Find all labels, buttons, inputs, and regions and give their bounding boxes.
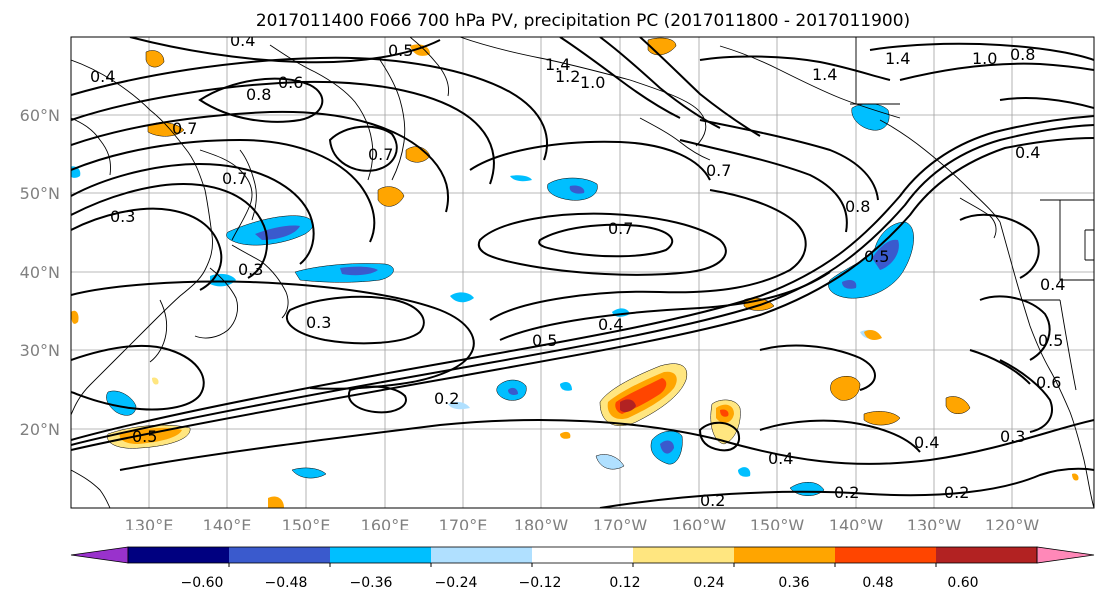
lon-label: 130°W [907, 516, 962, 530]
colorbar-swatch [633, 547, 735, 563]
contour-label: 0.5 [132, 427, 157, 446]
precipitation-shading [71, 37, 1079, 508]
contour-label: 0.8 [1010, 45, 1035, 64]
contour-label: 0.4 [1040, 275, 1065, 294]
lat-label: 40°N [20, 263, 60, 282]
contour-label: 0.6 [278, 73, 303, 92]
lon-label: 180°W [514, 516, 569, 530]
contour-label: 0.3 [110, 207, 135, 226]
map-title: 2017011400 F066 700 hPa PV, precipitatio… [256, 11, 910, 31]
map-area: 0.4 0.5 1.4 1.2 1.0 1.4 1.4 1.0 0.8 0.4 … [71, 31, 1094, 510]
contour-label: 0.2 [700, 491, 725, 510]
map-frame [70, 36, 1095, 509]
contour-label: 1.0 [580, 73, 605, 92]
contour-label: 0.4 [768, 449, 793, 468]
lon-label: 170°W [593, 516, 648, 530]
colorbar-extend-max [1036, 546, 1095, 564]
colorbar-tick-labels: −0.60 −0.48 −0.36 −0.24 −0.12 0.12 0.24 … [181, 575, 979, 591]
lon-label: 140°E [203, 516, 252, 530]
lon-label: 160°E [361, 516, 410, 530]
contour-label: 0.2 [944, 483, 969, 502]
contour-label: 0.8 [246, 85, 271, 104]
contour-labels: 0.4 0.5 1.4 1.2 1.0 1.4 1.4 1.0 0.8 0.4 … [90, 31, 1065, 510]
lon-label: 170°E [439, 516, 488, 530]
contour-label: 0.5 [864, 247, 889, 266]
lat-label: 20°N [20, 420, 60, 439]
colorbar-extend-min [70, 546, 129, 564]
lon-label: 140°W [829, 516, 884, 530]
contour-label: 0.7 [222, 169, 247, 188]
colorbar-tick-label: 0.36 [778, 575, 809, 591]
contour-label: 0.3 [306, 313, 331, 332]
lon-label: 120°W [985, 516, 1040, 530]
colorbar-swatch [128, 547, 230, 563]
colorbar-swatch [532, 547, 634, 563]
colorbar-frame [127, 546, 1038, 564]
lat-label: 50°N [20, 184, 60, 203]
colorbar-swatch [734, 547, 836, 563]
contour-label: 0.3 [1000, 427, 1025, 446]
contour-label: 0.5 [388, 41, 413, 60]
contour-label: 0.2 [434, 389, 459, 408]
contour-label: 0.5 [532, 331, 557, 350]
colorbar-swatch [835, 547, 937, 563]
colorbar-swatch [936, 547, 1038, 563]
lon-label: 130°E [125, 516, 174, 530]
map-panel: 2017011400 F066 700 hPa PV, precipitatio… [20, 11, 1095, 530]
latitude-labels: 60°N 50°N 40°N 30°N 20°N [20, 106, 60, 439]
contour-label: 0.4 [230, 31, 255, 50]
colorbar-swatch [229, 547, 331, 563]
contour-label: 0.5 [1038, 331, 1063, 350]
colorbar-swatch [431, 547, 533, 563]
contour-label: 0.2 [834, 483, 859, 502]
contour-label: 0.6 [1036, 373, 1061, 392]
colorbar-swatch [330, 547, 432, 563]
contour-label: 1.2 [555, 67, 580, 86]
contour-label: 1.4 [885, 49, 910, 68]
colorbar-tick-label: −0.60 [181, 575, 224, 591]
contour-label: 0.4 [598, 315, 623, 334]
pv-contours [71, 37, 1094, 508]
coastlines [71, 37, 1094, 508]
colorbar-tick-label: −0.36 [350, 575, 393, 591]
colorbar-tick-label: 0.48 [862, 575, 893, 591]
contour-label: 0.4 [1015, 143, 1040, 162]
colorbar-swatches [70, 546, 1095, 567]
colorbar-tick-label: 0.24 [693, 575, 724, 591]
contour-label: 0.7 [706, 161, 731, 180]
contour-label: 0.3 [238, 260, 263, 279]
contour-label: 1.4 [545, 55, 570, 74]
contour-label: 0.7 [608, 219, 633, 238]
lon-label: 160°W [672, 516, 727, 530]
colorbar-tick-label: 0.12 [609, 575, 640, 591]
contour-label: 1.4 [812, 65, 837, 84]
colorbar-tick-label: −0.12 [519, 575, 562, 591]
colorbar-tick-label: 0.60 [947, 575, 978, 591]
contour-label: 0.4 [914, 433, 939, 452]
colorbar-tick-label: −0.48 [265, 575, 308, 591]
lat-label: 60°N [20, 106, 60, 125]
contour-label: 0.7 [172, 119, 197, 138]
longitude-labels: 130°E 140°E 150°E 160°E 170°E 180°W 170°… [125, 516, 1040, 530]
contour-label: 0.8 [845, 197, 870, 216]
lon-label: 150°E [282, 516, 331, 530]
lat-label: 30°N [20, 341, 60, 360]
lon-label: 150°W [750, 516, 805, 530]
colorbar-tick-label: −0.24 [435, 575, 478, 591]
contour-label: 0.7 [368, 145, 393, 164]
contour-label: 0.4 [90, 67, 115, 86]
contour-label: 1.0 [972, 49, 997, 68]
